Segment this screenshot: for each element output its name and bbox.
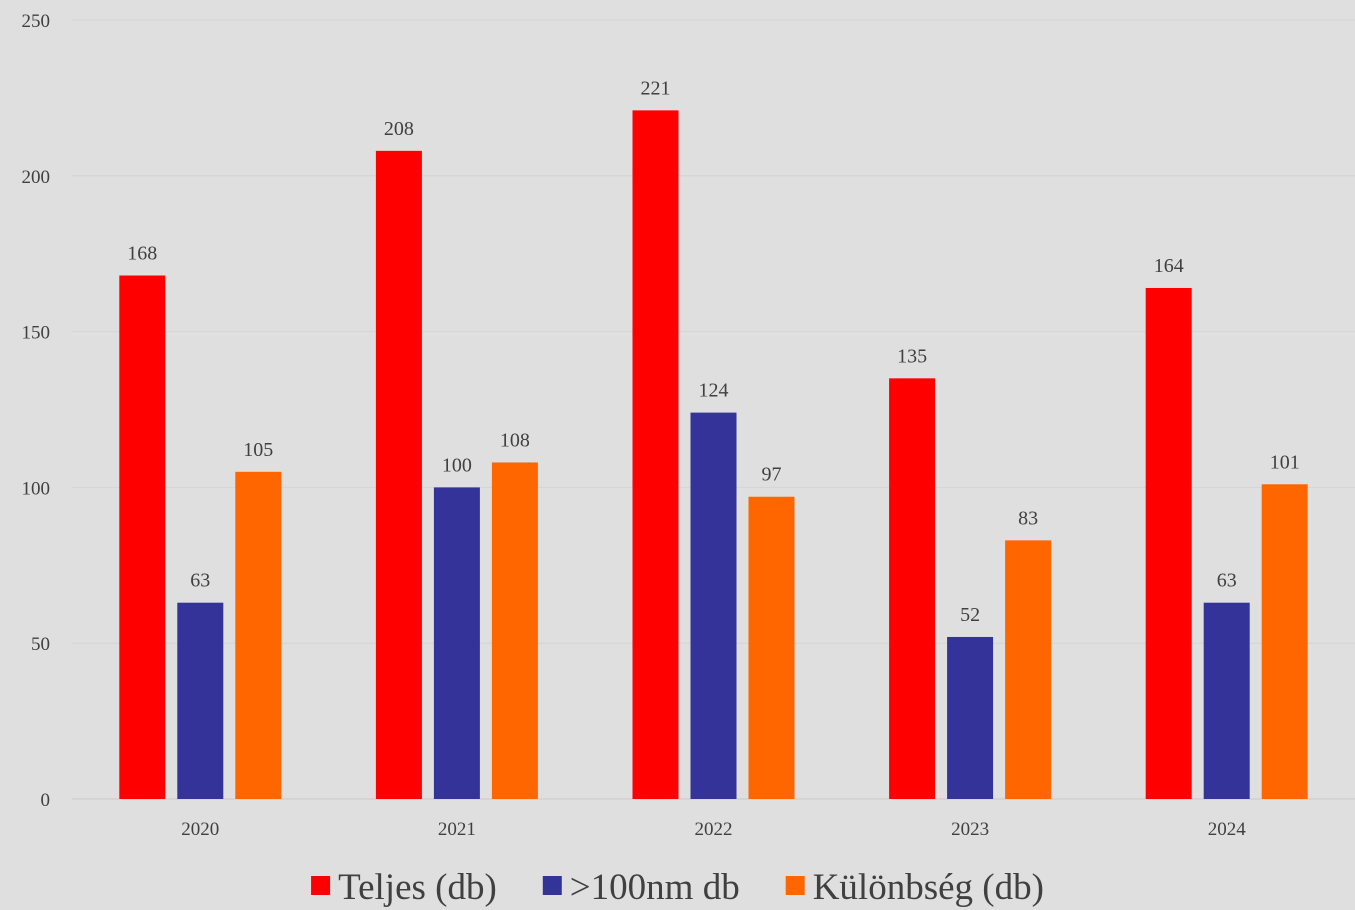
bar [119,275,166,800]
x-category-label: 2022 [695,819,733,840]
legend-swatch [311,876,331,895]
data-labels: 168 63 105 208 100 108 221 124 97 135 52 83 164 63 101 [127,77,1299,626]
bars [119,110,1308,800]
data-label: 52 [960,604,980,626]
y-axis-ticks: 0 50 100 150 200 250 [22,11,51,811]
legend-item: Teljes (db) [311,867,497,908]
data-label: 63 [190,570,210,592]
legend-swatch [542,876,562,895]
data-label: 164 [1154,255,1184,277]
data-label: 108 [500,429,530,451]
bar [690,412,737,799]
bar [748,496,795,799]
data-label: 101 [1270,451,1300,473]
data-label: 105 [243,439,273,461]
bar [1261,484,1308,799]
data-label: 221 [641,77,671,99]
bar [491,462,538,799]
data-label: 168 [127,243,157,265]
bar [632,110,679,799]
bar [947,636,994,799]
y-tick-label: 200 [22,167,51,188]
legend: Teljes (db) >100nm db Különbség (db) [311,867,1044,908]
bar [177,602,224,799]
x-category-label: 2024 [1208,819,1247,840]
data-label: 100 [442,454,472,476]
data-label: 63 [1217,570,1237,592]
y-tick-label: 100 [22,478,51,499]
data-label: 124 [699,380,729,402]
bar [1145,287,1192,799]
bar [375,150,422,799]
bar [433,487,480,799]
x-category-label: 2020 [181,819,219,840]
legend-label: >100nm db [570,867,740,908]
legend-item: Különbség (db) [785,867,1044,908]
y-tick-label: 50 [31,634,50,655]
data-label: 83 [1018,507,1038,529]
legend-swatch [785,876,805,895]
bar [889,378,936,799]
y-tick-label: 250 [22,11,51,32]
bar [1203,602,1250,799]
data-label: 97 [762,464,782,486]
legend-label: Teljes (db) [338,867,497,908]
data-label: 135 [897,345,927,367]
bar [1005,540,1052,799]
y-tick-label: 0 [41,790,51,811]
x-category-label: 2023 [951,819,989,840]
x-axis-categories: 2020 2021 2022 2023 2024 [181,819,1246,840]
bar [235,471,282,799]
legend-label: Különbség (db) [813,867,1044,908]
y-tick-label: 150 [22,323,51,344]
x-category-label: 2021 [438,819,476,840]
data-label: 208 [384,118,414,140]
legend-item: >100nm db [542,867,740,908]
